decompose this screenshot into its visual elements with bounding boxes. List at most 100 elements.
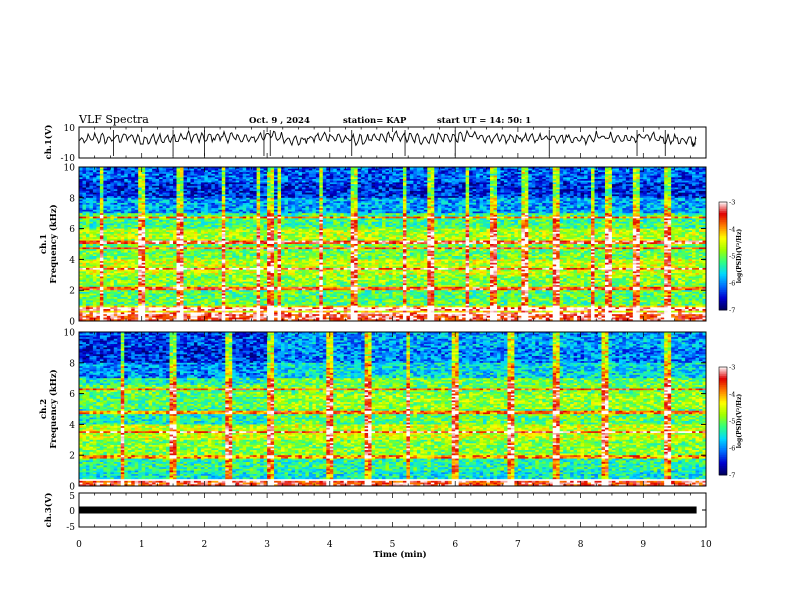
psd-cell	[169, 184, 174, 187]
psd-cell	[141, 190, 146, 194]
psd-cell	[79, 281, 83, 284]
psd-cell	[180, 314, 184, 317]
psd-cell	[138, 228, 143, 231]
psd-cell	[155, 225, 160, 228]
psd-cell	[134, 267, 139, 271]
psd-cell	[85, 221, 90, 224]
psd-cell	[113, 302, 118, 305]
psd-cell	[155, 213, 160, 216]
psd-cell	[169, 302, 174, 305]
psd-cell	[131, 226, 136, 229]
psd-cell	[131, 302, 136, 305]
psd-cell	[110, 216, 115, 219]
psd-cell	[124, 173, 129, 176]
psd-cell	[134, 276, 139, 279]
psd-cell	[117, 315, 122, 318]
psd-cell	[159, 247, 163, 250]
psd-cell	[127, 180, 132, 183]
psd-cell	[117, 209, 122, 212]
psd-cell	[155, 309, 160, 312]
psd-cell	[180, 285, 184, 288]
psd-cell	[127, 255, 132, 259]
psd-cell	[103, 300, 108, 303]
psd-cell	[99, 281, 104, 284]
psd-cell	[134, 189, 139, 192]
psd-cell	[103, 305, 108, 308]
psd-cell	[103, 252, 108, 255]
psd-cell	[110, 317, 115, 320]
psd-cell	[110, 208, 115, 211]
psd-cell	[152, 264, 157, 267]
psd-cell	[82, 185, 87, 188]
psd-cell	[155, 285, 160, 288]
psd-cell	[155, 177, 160, 180]
psd-cell	[89, 283, 94, 286]
psd-cell	[141, 168, 146, 171]
psd-cell	[106, 190, 111, 194]
psd-cell	[134, 172, 139, 175]
psd-cell	[110, 269, 115, 272]
psd-cell	[145, 180, 150, 183]
psd-cell	[162, 319, 167, 322]
psd-cell	[103, 281, 108, 284]
psd-cell	[113, 218, 118, 221]
psd-cell	[103, 303, 108, 306]
psd-cell	[176, 173, 181, 176]
psd-cell	[89, 214, 94, 218]
psd-cell	[155, 190, 160, 194]
psd-cell	[89, 257, 94, 260]
psd-cell	[145, 237, 150, 240]
psd-cell	[180, 194, 184, 197]
psd-cell	[113, 201, 118, 204]
psd-cell	[166, 220, 170, 223]
psd-cell	[103, 314, 108, 317]
psd-cell	[99, 242, 104, 245]
psd-cell	[166, 259, 170, 262]
psd-cell	[92, 209, 97, 212]
psd-cell	[89, 262, 94, 265]
psd-cell	[127, 300, 132, 303]
psd-cell	[169, 273, 174, 276]
psd-cell	[117, 307, 122, 310]
psd-cell	[106, 247, 111, 250]
psd-cell	[134, 232, 139, 235]
psd-cell	[103, 201, 108, 204]
psd-cell	[85, 269, 90, 272]
psd-cell	[120, 262, 125, 265]
psd-cell	[138, 201, 143, 204]
psd-cell	[183, 208, 188, 211]
psd-cell	[145, 259, 150, 262]
psd-cell	[113, 196, 118, 199]
psd-cell	[148, 228, 153, 231]
psd-cell	[173, 214, 177, 218]
psd-cell	[159, 214, 163, 218]
psd-cell	[113, 310, 118, 313]
psd-cell	[106, 266, 111, 269]
psd-cell	[169, 319, 174, 322]
psd-cell	[113, 309, 118, 312]
psd-cell	[148, 305, 153, 308]
psd-cell	[106, 196, 111, 199]
psd-cell	[106, 249, 111, 252]
psd-cell	[110, 261, 115, 264]
psd-cell	[173, 273, 177, 276]
psd-cell	[176, 247, 181, 250]
psd-cell	[176, 190, 181, 194]
psd-cell	[106, 223, 111, 226]
psd-cell	[173, 202, 177, 206]
psd-cell	[148, 226, 153, 229]
psd-cell	[85, 271, 90, 274]
psd-cell	[145, 172, 150, 175]
psd-cell	[120, 213, 125, 216]
psd-cell	[159, 309, 163, 312]
psd-cell	[96, 242, 101, 245]
psd-cell	[117, 184, 122, 187]
psd-cell	[89, 170, 94, 173]
psd-cell	[152, 177, 157, 180]
psd-cell	[173, 254, 177, 257]
psd-cell	[85, 180, 90, 183]
psd-cell	[82, 250, 87, 253]
psd-cell	[176, 273, 181, 276]
psd-cell	[120, 305, 125, 308]
psd-cell	[155, 204, 160, 207]
